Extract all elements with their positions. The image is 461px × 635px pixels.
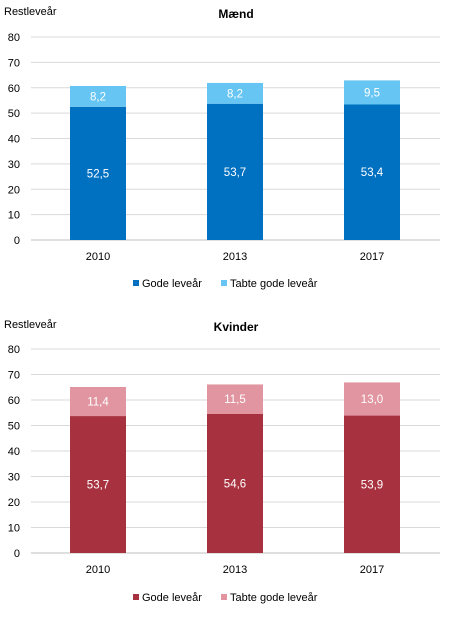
bar-2017-series-2: [344, 80, 400, 105]
data-label: 54,6: [224, 478, 246, 490]
x-tick-label: 2017: [360, 564, 384, 576]
bar-2010-series-2: [70, 386, 126, 417]
bar-2013-series-1: [207, 413, 263, 553]
chart-2: 0 10 20 30 40 50 60 70 80 Restleveår Kvinder 53,7 11…: [4, 319, 440, 604]
legend-swatch: [133, 280, 139, 286]
data-label: 53,4: [361, 167, 384, 179]
legend-swatch: [221, 594, 227, 600]
data-label: 53,7: [87, 480, 109, 492]
y-tick-label: 30: [8, 472, 20, 484]
data-label: 9,5: [364, 87, 380, 99]
legend-label: Tabte gode leveår: [230, 592, 318, 604]
bar-2010-series-2: [70, 85, 126, 107]
y-tick-label: 50: [8, 421, 20, 433]
y-tick-label: 20: [8, 184, 20, 196]
x-tick-label: 2010: [86, 564, 110, 576]
chart-title: Mænd: [218, 7, 253, 21]
y-tick-label: 70: [8, 57, 20, 69]
data-label: 52,5: [87, 168, 109, 180]
y-tick-label: 60: [8, 83, 20, 95]
y-tick-label: 40: [8, 446, 20, 458]
y-tick-label: 20: [8, 497, 20, 509]
y-tick-label: 50: [8, 108, 20, 120]
y-tick-label: 70: [8, 370, 20, 382]
bar-2013-series-2: [207, 82, 263, 104]
legend-swatch: [221, 280, 227, 286]
y-tick-label: 80: [8, 32, 20, 44]
bar-2013-series-2: [207, 384, 263, 414]
chart-title: Kvinder: [214, 320, 259, 334]
bar-2013-series-1: [207, 103, 263, 240]
data-label: 11,4: [87, 397, 109, 409]
data-label: 53,7: [224, 167, 246, 179]
bar-2017-series-1: [344, 104, 400, 240]
y-tick-label: 80: [8, 344, 20, 356]
y-tick-label: 0: [14, 548, 20, 560]
legend-label: Gode leveår: [142, 278, 202, 290]
y-axis-label: Restleveår: [4, 6, 57, 18]
data-label: 11,5: [224, 394, 246, 406]
bar-2010-series-1: [70, 106, 126, 240]
legend-label: Tabte gode leveår: [230, 278, 318, 290]
x-tick-label: 2010: [86, 251, 110, 263]
data-label: 53,9: [361, 479, 383, 491]
x-tick-label: 2017: [360, 251, 384, 263]
legend-label: Gode leveår: [142, 592, 202, 604]
legend-swatch: [133, 594, 139, 600]
bar-2017-series-1: [344, 415, 400, 553]
y-tick-label: 30: [8, 159, 20, 171]
y-tick-label: 10: [8, 210, 20, 222]
data-label: 8,2: [90, 91, 106, 103]
y-axis-label: Restleveår: [4, 319, 57, 331]
bar-2017-series-2: [344, 382, 400, 416]
data-label: 13,0: [361, 394, 383, 406]
x-tick-label: 2013: [223, 564, 247, 576]
y-tick-label: 10: [8, 523, 20, 535]
y-tick-label: 0: [14, 235, 20, 247]
data-label: 8,2: [227, 88, 243, 100]
chart-1: 0 10 20 30 40 50 60 70 80 Restleveår Mænd 52,5 8,2 20…: [4, 6, 440, 290]
y-tick-label: 60: [8, 395, 20, 407]
bar-2010-series-1: [70, 416, 126, 553]
x-tick-label: 2013: [223, 251, 247, 263]
y-tick-label: 40: [8, 134, 20, 146]
